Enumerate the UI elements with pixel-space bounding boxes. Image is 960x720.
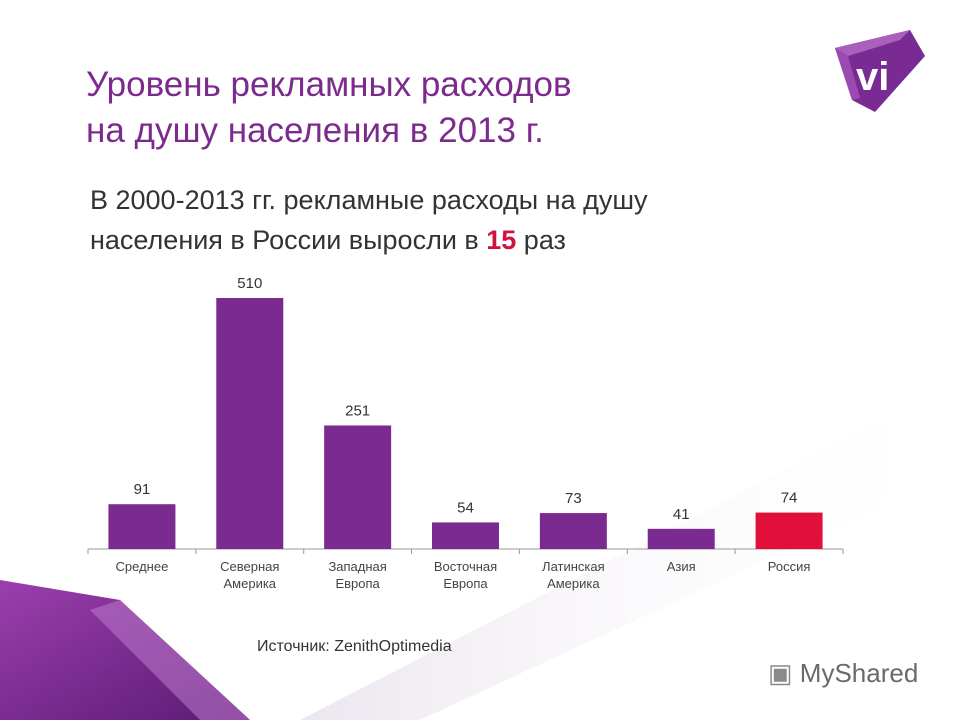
data-label: 91 — [134, 481, 151, 498]
category-label: Америка — [224, 576, 277, 591]
data-label: 251 — [345, 402, 370, 419]
category-label: Северная — [220, 559, 279, 574]
watermark-icon: ▣ — [768, 658, 800, 688]
category-label: Америка — [547, 576, 600, 591]
category-label: Азия — [667, 559, 696, 574]
bar — [324, 425, 392, 549]
category-label: Восточная — [434, 559, 497, 574]
data-label: 41 — [673, 506, 690, 523]
bar — [755, 512, 823, 549]
title-line-2: на душу населения в 2013 г. — [86, 111, 544, 150]
data-label: 73 — [565, 490, 582, 507]
subtitle: В 2000-2013 гг. рекламные расходы на душ… — [90, 180, 648, 260]
category-label: Европа — [335, 576, 380, 591]
subtitle-highlight: 15 — [486, 225, 517, 255]
category-label: Западная — [328, 559, 386, 574]
slide-title: Уровень рекламных расходов на душу насел… — [86, 62, 572, 154]
title-line-1: Уровень рекламных расходов — [86, 65, 572, 104]
bar — [432, 522, 499, 549]
bar — [647, 528, 715, 549]
source-note: Источник: ZenithOptimedia — [257, 638, 452, 655]
bar — [108, 504, 176, 549]
svg-text:vi: vi — [856, 55, 889, 99]
subtitle-line-2-end: раз — [516, 225, 566, 255]
watermark-text: MyShared — [799, 658, 919, 688]
bar — [216, 298, 284, 549]
subtitle-line-1: В 2000-2013 гг. рекламные расходы на душ… — [90, 185, 648, 215]
category-label: Латинская — [542, 559, 605, 574]
category-label: Европа — [443, 576, 488, 591]
bar — [539, 513, 607, 549]
category-label: Россия — [768, 559, 811, 574]
subtitle-line-2: населения в России выросли в — [90, 225, 487, 255]
watermark: ▣ MyShared — [768, 658, 918, 689]
data-label: 54 — [457, 499, 474, 516]
data-label: 510 — [237, 275, 262, 292]
data-label: 74 — [781, 490, 798, 507]
vi-logo: vi — [835, 30, 925, 112]
category-label: Среднее — [116, 559, 169, 574]
